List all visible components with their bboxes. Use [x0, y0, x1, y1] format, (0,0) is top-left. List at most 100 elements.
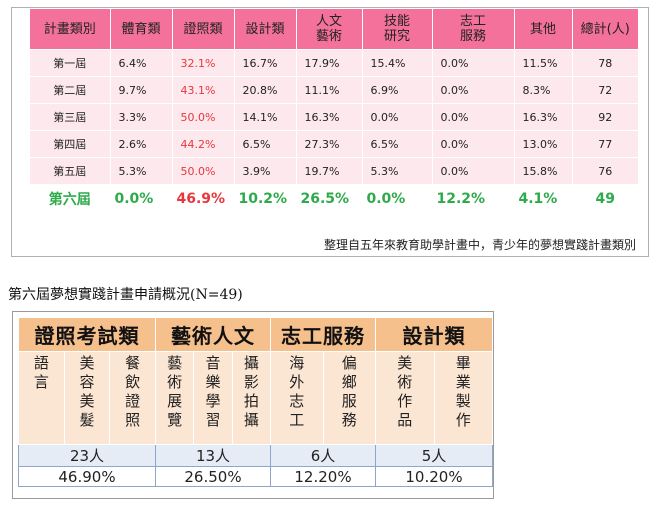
table-cell: 0.0% [432, 49, 515, 77]
group-title: 證照考試類 [18, 317, 156, 352]
top-table-frame: 計畫類別 體育類 證照類 設計類 人文 藝術 技能 研究 志工 服務 其他 總計(人) 第一屆 6.4%… [11, 7, 649, 257]
table-cell: 11.1% [296, 76, 363, 104]
table-cell: 17.9% [296, 49, 363, 77]
group-item-text: 美容美髮 [79, 354, 95, 429]
column-header: 證照類 [172, 9, 235, 50]
group-item-text: 攝影拍攝 [243, 354, 259, 429]
group-item-text: 美術作品 [397, 354, 413, 429]
group-count-row: 23人 13人 6人 5人 [18, 444, 493, 467]
group-share: 10.20% [375, 466, 493, 487]
group-count: 23人 [18, 444, 156, 467]
table-row: 第四屆 2.6% 44.2% 6.5% 27.3% 6.5% 0.0% 13.0% 77 [30, 130, 638, 158]
column-header: 志工 服務 [432, 9, 515, 50]
table-cell: 19.7% [296, 157, 363, 185]
row-label: 第六屆 [30, 184, 111, 213]
column-header: 體育類 [110, 9, 173, 50]
column-header-text: 志工 [459, 14, 486, 29]
column-header-text: 證照類 [183, 21, 223, 37]
group-count: 13人 [155, 444, 271, 467]
column-header-text: 總計(人) [580, 21, 630, 37]
table-cell: 0.0% [362, 184, 433, 213]
table-cell: 5.3% [110, 157, 173, 185]
table-cell: 50.0% [172, 157, 235, 185]
group-item: 偏鄉服務 [322, 351, 376, 445]
table-cell: 26.5% [296, 184, 363, 213]
table-cell: 12.2% [432, 184, 515, 213]
column-header-text: 技能 [383, 14, 410, 29]
group-item: 音樂學習 [193, 351, 233, 445]
group-title: 藝術人文 [155, 317, 271, 352]
table-cell: 13.0% [514, 130, 573, 158]
table-cell: 50.0% [172, 103, 235, 131]
table-cell: 10.2% [234, 184, 297, 213]
group-title: 設計類 [375, 317, 493, 352]
source-note: 整理自五年來教育助學計畫中，青少年的夢想實踐計畫類別 [323, 238, 636, 252]
table-cell: 3.9% [234, 157, 297, 185]
group-item-text: 畢業製作 [455, 354, 471, 429]
group-item-text: 海外志工 [289, 354, 305, 429]
table-cell: 8.3% [514, 76, 573, 104]
table-cell: 20.8% [234, 76, 297, 104]
group-item: 美術作品 [375, 351, 435, 445]
table-cell: 16.3% [296, 103, 363, 131]
group-item: 海外志工 [270, 351, 324, 445]
table-cell: 32.1% [172, 49, 235, 77]
bottom-table-frame: 證照考試類 藝術人文 志工服務 設計類 語言 美容美髮 餐飲證照 藝術展覽 音樂學習 攝影拍攝 海… [12, 311, 494, 499]
table-cell: 44.2% [172, 130, 235, 158]
table-cell: 0.0% [432, 130, 515, 158]
table-cell: 77 [572, 130, 638, 158]
row-label: 第四屆 [30, 130, 111, 158]
group-item: 畢業製作 [433, 351, 493, 445]
table-cell: 78 [572, 49, 638, 77]
table-row: 第一屆 6.4% 32.1% 16.7% 17.9% 15.4% 0.0% 11.5% 78 [30, 49, 638, 77]
table-cell: 6.4% [110, 49, 173, 77]
column-header: 其他 [514, 9, 573, 50]
table-cell: 46.9% [172, 184, 235, 213]
column-header-text: 體育類 [121, 21, 161, 37]
table-cell: 6.5% [234, 130, 297, 158]
column-header-text: 藝術 [315, 29, 342, 44]
row-label: 第二屆 [30, 76, 111, 104]
table-cell: 0.0% [432, 103, 515, 131]
table-cell: 92 [572, 103, 638, 131]
column-header: 總計(人) [572, 9, 638, 50]
group-item: 攝影拍攝 [231, 351, 272, 445]
table-cell: 0.0% [432, 76, 515, 104]
group-count: 5人 [375, 444, 493, 467]
sixth-session-table: 證照考試類 藝術人文 志工服務 設計類 語言 美容美髮 餐飲證照 藝術展覽 音樂學習 攝影拍攝 海… [18, 317, 493, 487]
column-header: 技能 研究 [362, 9, 433, 50]
column-header-text: 其他 [529, 21, 556, 37]
table-cell: 43.1% [172, 76, 235, 104]
column-header-text: 計畫類別 [43, 21, 96, 37]
group-item-text: 藝術展覽 [167, 354, 183, 429]
group-title: 志工服務 [270, 317, 376, 352]
group-item-text: 音樂學習 [205, 354, 221, 429]
column-header-text: 人文 [315, 14, 342, 29]
column-header-text: 服務 [459, 29, 486, 44]
column-header-text: 設計類 [245, 21, 285, 37]
table-cell: 0.0% [110, 184, 173, 213]
group-item-text: 餐飲證照 [125, 354, 141, 429]
group-share: 12.20% [270, 466, 376, 487]
table-cell: 14.1% [234, 103, 297, 131]
table-cell: 6.5% [362, 130, 433, 158]
row-label: 第五屆 [30, 157, 111, 185]
table-row: 第三屆 3.3% 50.0% 14.1% 16.3% 0.0% 0.0% 16.3% 92 [30, 103, 638, 131]
table-cell: 16.3% [514, 103, 573, 131]
group-share-row: 46.90% 26.50% 12.20% 10.20% [18, 466, 493, 487]
table-cell: 0.0% [432, 157, 515, 185]
column-header-text: 研究 [383, 29, 410, 44]
group-item: 美容美髮 [63, 351, 111, 445]
plan-category-table: 計畫類別 體育類 證照類 設計類 人文 藝術 技能 研究 志工 服務 其他 總計(人) 第一屆 6.4%… [30, 9, 638, 213]
row-label: 第一屆 [30, 49, 111, 77]
table-cell: 27.3% [296, 130, 363, 158]
group-item-text: 偏鄉服務 [341, 354, 357, 429]
group-item: 餐飲證照 [109, 351, 156, 445]
group-count: 6人 [270, 444, 376, 467]
header-row: 計畫類別 體育類 證照類 設計類 人文 藝術 技能 研究 志工 服務 其他 總計(人) [30, 9, 638, 50]
group-item: 語言 [18, 351, 65, 445]
group-share: 26.50% [155, 466, 271, 487]
column-header: 人文 藝術 [296, 9, 363, 50]
table-row: 第五屆 5.3% 50.0% 3.9% 19.7% 5.3% 0.0% 15.8% 76 [30, 157, 638, 185]
table-cell: 6.9% [362, 76, 433, 104]
